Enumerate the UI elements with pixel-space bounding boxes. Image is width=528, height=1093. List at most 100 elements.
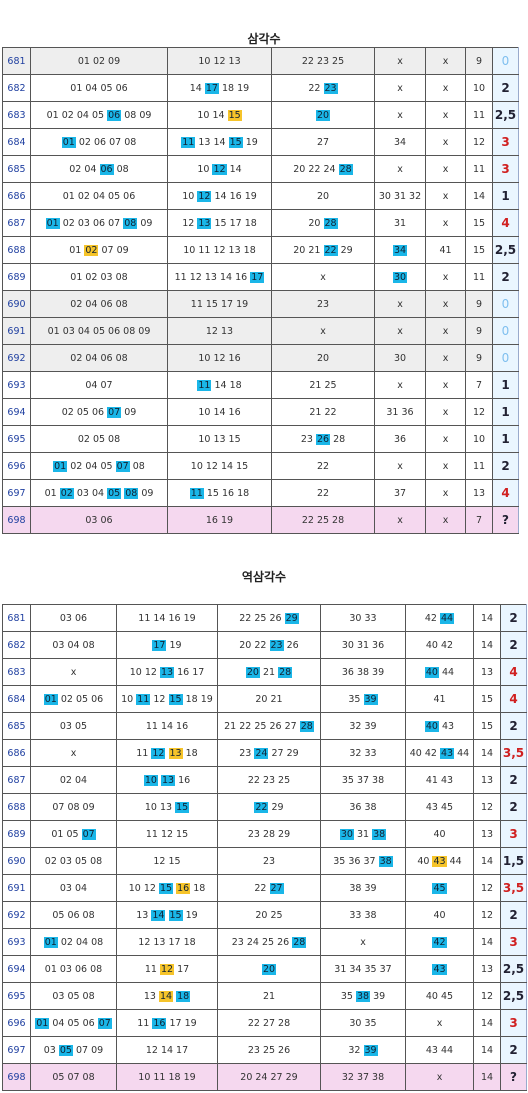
table-row: 694 01 03 06 08 11 12 17 20 31 34 35 37 43 13 2… <box>2 955 527 983</box>
number: 13 <box>198 136 211 148</box>
group-cell: 13 14 15 19 <box>116 901 218 929</box>
draw-number-cell: 692 <box>2 344 31 372</box>
number: 22 <box>254 882 267 894</box>
group-cell: 10 12 14 16 19 <box>167 182 272 210</box>
number: 40 <box>409 747 422 759</box>
highlighted-number: 05 <box>58 1044 73 1056</box>
draw-number-cell: 697 <box>2 1036 31 1064</box>
number: 05 <box>91 109 105 121</box>
highlighted-number: 17 <box>152 639 167 651</box>
number: 36 <box>348 855 361 867</box>
highlighted-number: 10 <box>143 774 158 786</box>
number: 13 <box>159 801 173 813</box>
highlighted-number: 20 <box>261 963 277 975</box>
highlighted-number: 45 <box>432 882 447 894</box>
highlighted-number: 38 <box>378 855 393 867</box>
draw-number-cell: 693 <box>2 371 31 399</box>
group-cell: x <box>425 128 466 156</box>
number: 13 <box>136 909 149 921</box>
number: 10 <box>129 666 142 678</box>
group-cell: 12 13 15 17 18 <box>167 209 272 237</box>
group-cell: 36 38 39 <box>320 658 406 686</box>
group-cell: 43 <box>405 955 474 983</box>
number: 08 <box>124 136 137 148</box>
group-cell: 40 43 <box>405 712 474 740</box>
inverse-triangle-number-table: 681 03 06 11 14 16 19 22 25 26 29 30 33 42 44… <box>2 604 527 1091</box>
count-cell: 4 <box>500 685 527 713</box>
highlighted-number: 23 <box>269 639 284 651</box>
number: 03 <box>43 1044 56 1056</box>
highlighted-number: 13 <box>197 217 212 229</box>
table-row: 682 01 04 05 06 14 17 18 19 22 23 x x 10 2 <box>2 74 519 102</box>
number: 42 <box>424 612 437 624</box>
group-cell: 10 13 15 <box>167 425 272 453</box>
group-cell: 35 36 37 38 <box>320 847 406 875</box>
group-cell: 33 38 <box>320 901 406 929</box>
table-row: 685 03 05 11 14 16 21 22 25 26 27 28 32 39 40… <box>2 712 527 740</box>
number: 09 <box>139 109 152 121</box>
count-cell: 2 <box>500 766 527 794</box>
group-cell: 10 14 15 <box>167 101 272 129</box>
draw-number-cell: 695 <box>2 982 31 1010</box>
number: 05 <box>76 693 89 705</box>
group-cell: 23 24 27 29 <box>217 739 321 767</box>
table-row: 689 01 02 03 08 11 12 13 14 16 17 x 30 x 11 2 <box>2 263 519 291</box>
group-cell: 35 39 <box>320 685 406 713</box>
count-cell: 4 <box>492 209 519 237</box>
number: 35 <box>340 990 353 1002</box>
number: 01 <box>51 828 64 840</box>
count-cell: ? <box>492 506 519 534</box>
number: 17 <box>229 217 242 229</box>
number: 09 <box>116 244 129 256</box>
number: 24 <box>323 163 336 175</box>
group-cell: 12 15 <box>116 847 218 875</box>
group-cell: 03 06 <box>30 604 117 632</box>
draw-number-cell: 687 <box>2 209 31 237</box>
group-cell: 23 24 25 26 28 <box>217 928 321 956</box>
group-cell: 20 22 24 28 <box>271 155 375 183</box>
number: 04 <box>91 487 105 499</box>
highlighted-number: 07 <box>115 460 130 472</box>
group-cell: 40 <box>405 901 474 929</box>
table-row: 687 01 02 03 06 07 08 09 12 13 15 17 18 20 … <box>2 209 519 237</box>
group-cell: x <box>425 182 466 210</box>
group-cell: 11 <box>465 263 493 291</box>
highlighted-number: 29 <box>284 612 299 624</box>
draw-number-cell: 692 <box>2 901 31 929</box>
number: 07 <box>108 217 121 229</box>
group-cell: 20 21 28 <box>217 658 321 686</box>
group-cell: 11 12 13 14 16 17 <box>167 263 272 291</box>
table-row: 693 04 07 11 14 18 21 25 x x 7 1 <box>2 371 519 399</box>
table-row: 685 02 04 06 08 10 12 14 20 22 24 28 x x 11 3 <box>2 155 519 183</box>
group-cell: 42 <box>405 928 474 956</box>
group-cell: 20 21 <box>217 685 321 713</box>
number: 02 <box>62 217 75 229</box>
table-row: 689 01 05 07 11 12 15 23 28 29 30 31 38 40 13 3 <box>2 820 527 848</box>
number: 05 <box>100 460 113 472</box>
table-row: 691 01 03 04 05 06 08 09 12 13 x x x 9 0 <box>2 317 519 345</box>
group-cell: 32 33 <box>320 739 406 767</box>
group-cell: 27 <box>271 128 375 156</box>
number: 21 <box>308 244 321 256</box>
group-cell: 14 <box>473 847 501 875</box>
highlighted-number: 07 <box>107 406 122 418</box>
number: 13 <box>143 990 156 1002</box>
group-cell: 10 12 16 <box>167 344 272 372</box>
number: 20 <box>293 244 306 256</box>
count-cell: 2,5 <box>492 236 519 264</box>
highlighted-number: 02 <box>84 244 99 256</box>
count-cell: 1 <box>492 182 519 210</box>
group-cell: 30 31 32 <box>374 182 426 210</box>
table-row: 697 01 02 03 04 05 08 09 11 15 16 18 22 37 x 1… <box>2 479 519 507</box>
group-cell: 03 06 <box>30 506 168 534</box>
group-cell: 10 11 12 13 18 <box>167 236 272 264</box>
group-cell: 31 34 35 37 <box>320 955 406 983</box>
group-cell: x <box>271 317 375 345</box>
highlighted-number: 34 <box>392 244 408 256</box>
highlighted-number: 14 <box>158 990 174 1002</box>
group-cell: 23 26 28 <box>271 425 375 453</box>
group-cell: 14 <box>465 182 493 210</box>
highlighted-number: 16 <box>176 882 191 894</box>
group-cell: 15 <box>465 209 493 237</box>
highlighted-number: 13 <box>160 774 176 786</box>
